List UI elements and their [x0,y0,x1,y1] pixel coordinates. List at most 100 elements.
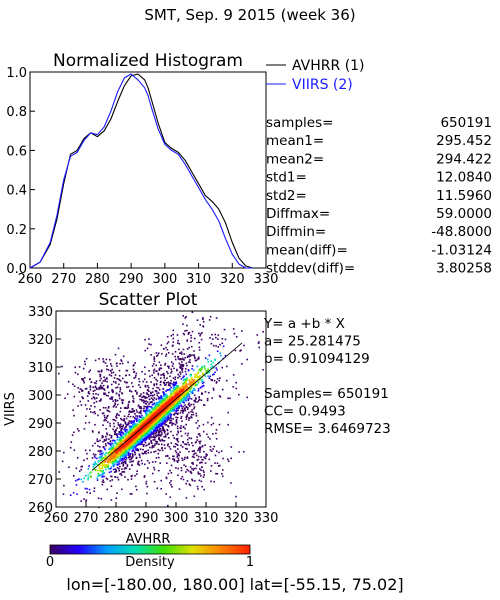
scatter-point [151,374,153,377]
scatter-point [132,364,135,367]
stat-label: Diffmax= [266,206,330,222]
scatter-point [240,349,242,352]
scatter-point [132,385,134,388]
scatter-point [183,381,186,383]
scatter-point [189,375,192,377]
scatter-point [162,372,165,375]
scatter-point [144,402,147,405]
scatter-point [125,467,128,470]
scatter-point [164,400,167,402]
scatter-point [153,393,156,396]
scatter-point [116,445,119,447]
scatter-point [106,415,108,418]
scatter-point [178,407,180,409]
scatter-point [122,426,124,428]
scatter-point [165,409,167,412]
scatter-point [178,406,180,408]
scatter-point [124,452,127,454]
scatter-point [190,410,192,413]
scatter-point [101,412,104,415]
scatter-point [194,389,196,391]
scatter-point [116,446,118,448]
scatter-point [115,447,117,450]
scatter-point [170,386,172,389]
scatter-point [117,478,120,481]
scatter-point [82,367,85,370]
scatter-point [159,377,162,379]
scatter-point [181,361,183,363]
scatter-point [114,450,117,453]
scatter-point [134,423,137,426]
scatter-point [144,441,147,444]
scatter-point [132,449,134,452]
scatter-point [92,386,94,389]
scatter-point [163,444,166,446]
scatter-point [215,317,218,319]
scatter-point [184,385,186,388]
scatter-point [155,426,157,429]
scatter-point [180,467,183,469]
scatter-point [145,482,147,485]
scatter-point [186,480,189,482]
scatter-point [165,493,167,495]
scatter-point [147,434,150,437]
scatter-point [216,450,218,452]
scatter-point [119,453,121,456]
scatter-point [120,474,123,477]
scatter-point [147,405,149,408]
scatter-point [215,345,217,347]
scatter-point [135,409,138,411]
scatter-point [167,425,169,427]
scatter-point [182,386,185,388]
scatter-point [72,383,74,386]
scatter-point [94,469,97,471]
scatter-point [196,401,199,403]
scatter-point [184,330,186,332]
scatter-point [191,392,194,394]
scatter-point [152,395,154,397]
scatter-point [92,431,94,433]
scatter-point [146,401,149,403]
scatter-point [165,355,167,357]
scatter-point [93,487,96,489]
scatter-point [119,433,122,435]
scatter-point [175,408,178,410]
scatter-point [76,457,79,459]
scatter-point [194,400,197,403]
scatter-point [172,383,174,385]
scatter-point [167,352,170,354]
scatter-point [131,464,133,466]
scatter-point [114,442,117,444]
scatter-point [197,378,199,380]
scatter-point [197,356,200,359]
scatter-point [105,468,107,471]
scatter-point [206,399,209,402]
scatter-point [118,437,121,439]
scatter-point [178,387,180,389]
scatter-point [219,352,221,354]
scatter-point [203,488,205,491]
scatter-point [224,338,227,341]
scatter-point [182,315,184,317]
scatter-point [174,355,176,358]
scatter-point [129,390,131,392]
scatter-point [99,451,101,453]
scatter-point [127,443,130,446]
scatter-point [179,402,182,404]
scatter-point [143,407,145,410]
scatter-point [109,461,112,464]
scatter-point [169,389,171,391]
scatter-point [174,351,177,353]
scatter-point [200,466,203,468]
scatter-point [162,388,165,390]
scatter-point [123,454,125,457]
scatter-point [105,444,107,447]
scatter-point [166,389,168,391]
scatter-point [66,393,69,395]
scatter-point [99,470,102,472]
scatter-point [100,473,103,476]
scatter-point [184,380,187,382]
scatter-point [178,358,181,361]
scatter-point [164,362,167,365]
scatter-point [187,383,190,385]
